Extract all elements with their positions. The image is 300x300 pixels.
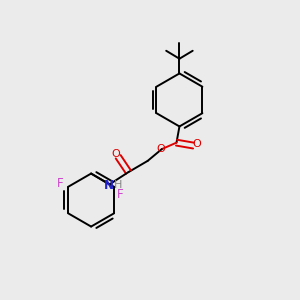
Text: F: F <box>117 188 124 201</box>
Text: N: N <box>104 178 114 191</box>
Text: O: O <box>193 139 202 149</box>
Text: H: H <box>113 180 122 190</box>
Text: F: F <box>57 177 63 190</box>
Text: O: O <box>156 143 165 154</box>
Text: O: O <box>112 149 120 159</box>
